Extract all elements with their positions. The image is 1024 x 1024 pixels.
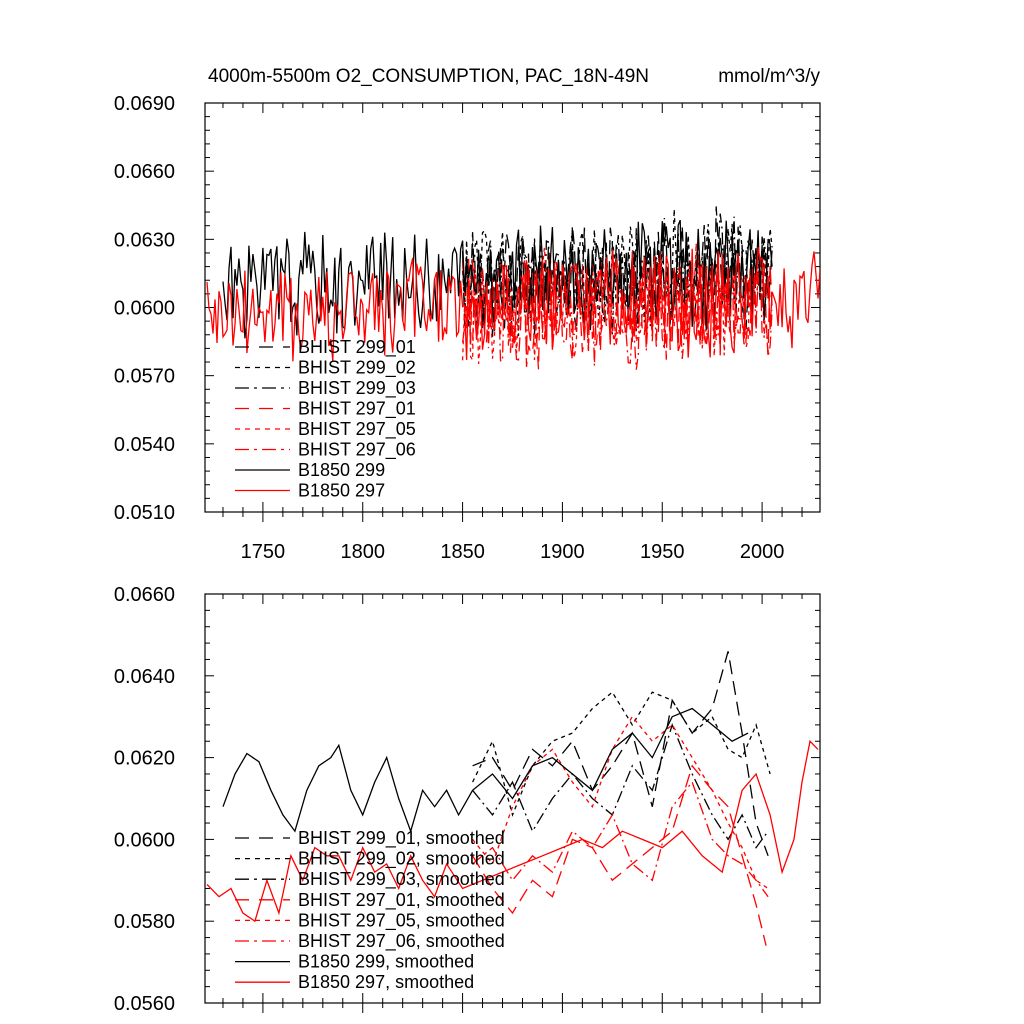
legend-label: BHIST 297_01, smoothed xyxy=(298,890,505,911)
legend-label: B1850 299, smoothed xyxy=(298,952,474,972)
chart-title: 4000m-5500m O2_CONSUMPTION, PAC_18N-49N xyxy=(208,66,649,87)
series-line xyxy=(472,722,769,849)
legend-label: BHIST 299_03 xyxy=(298,378,416,399)
x-tick-label: 2000 xyxy=(740,541,785,563)
legend-label: BHIST 297_01 xyxy=(298,399,416,420)
y-tick-label: 0.0540 xyxy=(114,434,175,456)
series-line xyxy=(472,691,771,817)
legend-label: B1850 297 xyxy=(298,481,385,501)
series-line xyxy=(472,780,769,898)
y-tick-label: 0.0640 xyxy=(114,666,175,688)
chart-units: mmol/m^3/y xyxy=(718,66,820,87)
legend-label: BHIST 299_02, smoothed xyxy=(298,849,505,870)
legend-label: BHIST 299_01 xyxy=(298,337,416,358)
y-tick-label: 0.0630 xyxy=(114,229,175,251)
y-tick-label: 0.0660 xyxy=(114,161,175,183)
y-tick-label: 0.0660 xyxy=(114,584,175,606)
y-tick-label: 0.0600 xyxy=(114,829,175,851)
y-tick-label: 0.0560 xyxy=(114,993,175,1015)
plot-frame xyxy=(204,593,821,1004)
legend-label: BHIST 297_06, smoothed xyxy=(298,931,505,952)
series-line xyxy=(472,651,769,857)
legend-label: BHIST 299_01, smoothed xyxy=(298,828,505,849)
series-line xyxy=(461,255,773,370)
series-line xyxy=(472,764,767,946)
series-line xyxy=(222,219,773,339)
x-tick-label: 1950 xyxy=(640,541,685,563)
series-group xyxy=(206,651,819,946)
series-line xyxy=(222,707,749,834)
x-tick-label: 1900 xyxy=(540,541,585,563)
series-line xyxy=(206,739,819,923)
legend-label: BHIST 299_02 xyxy=(298,358,416,379)
annual-panel: 0.0510 0.0540 0.0570 0.0600 0.0630 0.0660 0.06… xyxy=(114,93,821,563)
legend-label: BHIST 299_03, smoothed xyxy=(298,869,505,890)
y-tick-label: 0.0690 xyxy=(114,93,175,115)
legend-label: B1850 299 xyxy=(298,460,385,480)
series-group xyxy=(206,206,820,370)
x-tick-label: 1750 xyxy=(241,541,286,563)
legend-label: BHIST 297_05, smoothed xyxy=(298,910,505,931)
series-line xyxy=(206,246,820,362)
x-tick-label: 1850 xyxy=(440,541,485,563)
smoothed-panel: 0.0560 0.0580 0.0600 0.0620 0.0640 0.0660 BHIS… xyxy=(114,584,821,1015)
y-tick-label: 0.0580 xyxy=(114,911,175,933)
y-tick-label: 0.0510 xyxy=(114,502,175,524)
y-tick-label: 0.0600 xyxy=(114,298,175,320)
legend-label: B1850 297, smoothed xyxy=(298,972,474,992)
x-tick-label: 1800 xyxy=(340,541,385,563)
legend-label: BHIST 297_05 xyxy=(298,419,416,440)
y-tick-label: 0.0570 xyxy=(114,366,175,388)
legend-label: BHIST 297_06 xyxy=(298,440,416,461)
y-tick-label: 0.0620 xyxy=(114,748,175,770)
